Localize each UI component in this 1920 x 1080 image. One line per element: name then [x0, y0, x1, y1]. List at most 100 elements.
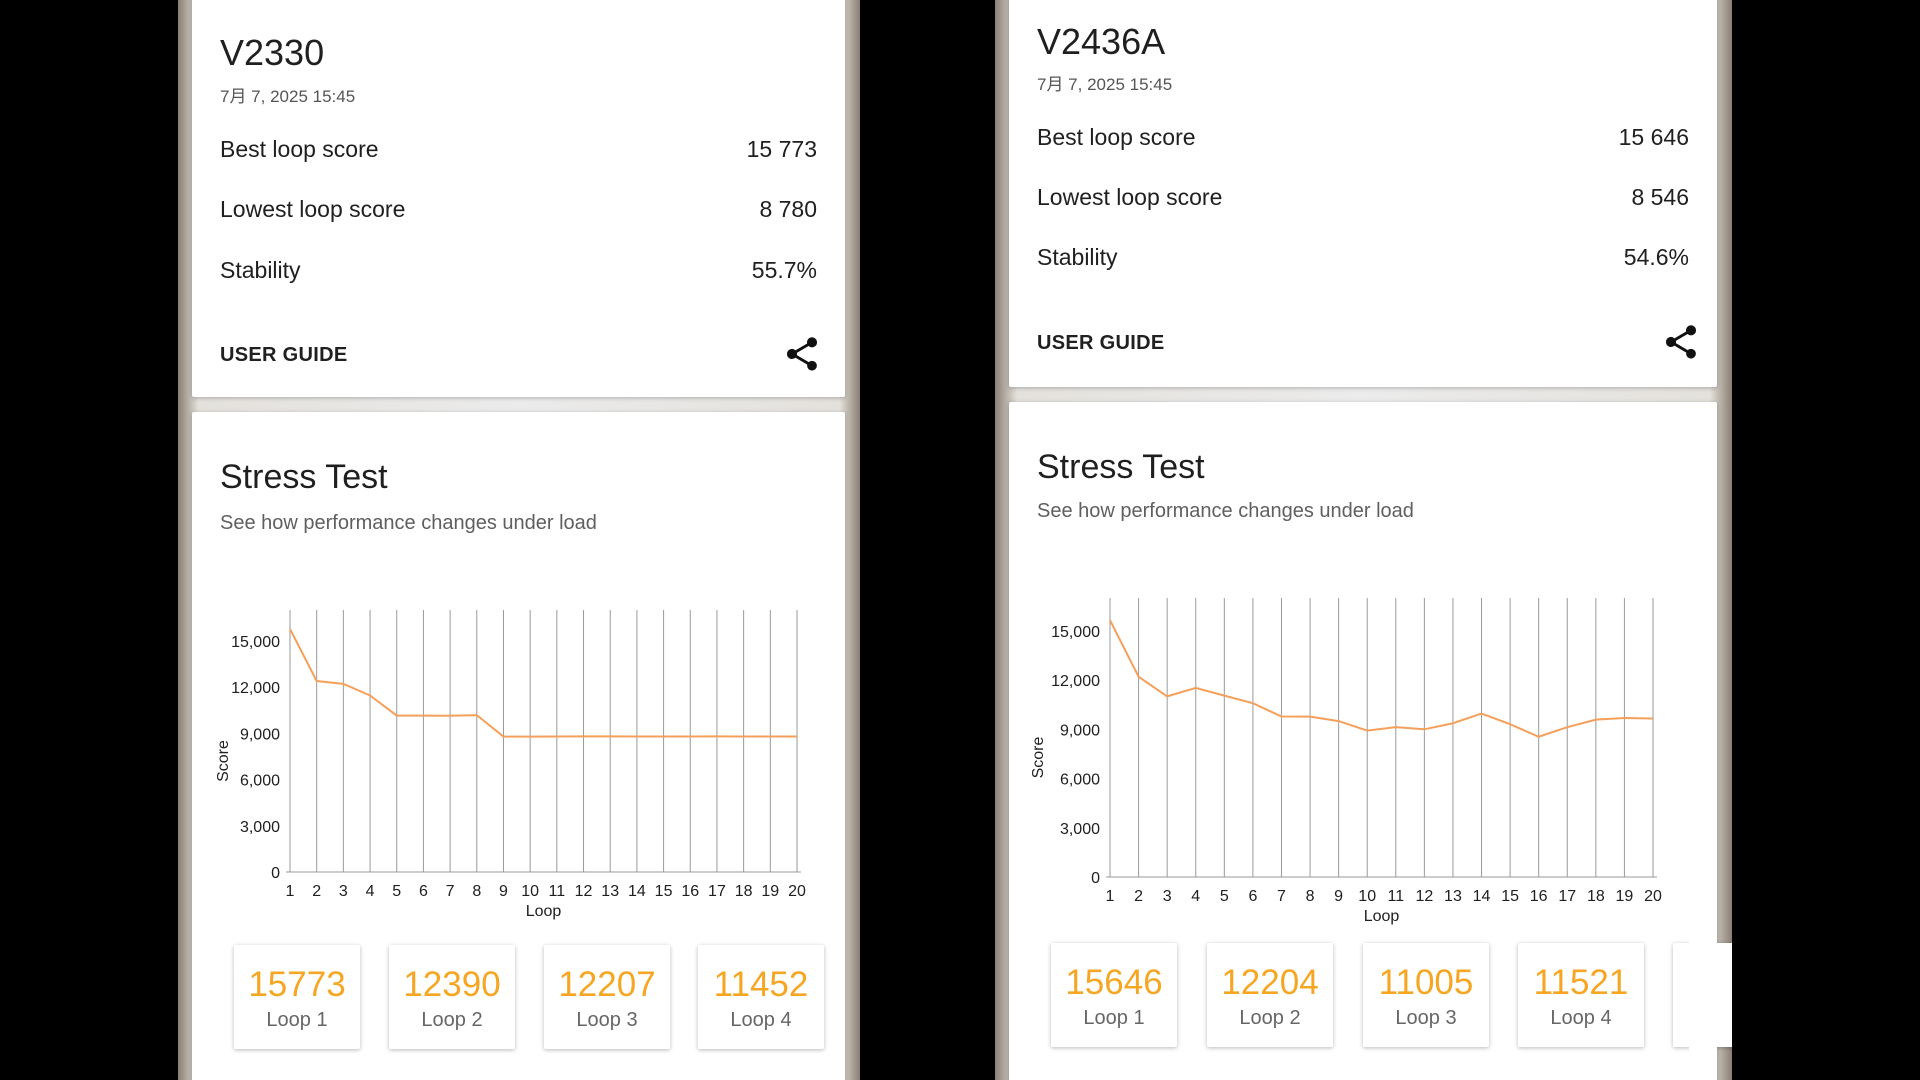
y-tick-label: 0	[1091, 870, 1100, 887]
x-tick-label: 9	[1334, 888, 1343, 905]
right-loop-card-4[interactable]: 11521 Loop 4	[1518, 943, 1644, 1047]
right-stability-label: Stability	[1037, 244, 1118, 270]
x-tick-label: 7	[1277, 888, 1286, 905]
x-tick-label: 10	[1358, 888, 1376, 905]
left-stress-chart-svg: 0 3,000 6,000 9,000 12,000 15,000 1 2 3 4 5 6 7 8 9 10 1…	[215, 610, 806, 920]
x-tick-label: 19	[1616, 888, 1634, 905]
left-summary-card: V2330 7月 7, 2025 15:45 Best loop score 1…	[192, 0, 845, 397]
y-tick-label: 3,000	[240, 819, 280, 836]
right-loop-card-3[interactable]: 11005 Loop 3	[1363, 943, 1489, 1047]
y-tick-label: 9,000	[1060, 722, 1100, 739]
x-tick-label: 17	[1558, 888, 1576, 905]
left-stress-test-subtitle: See how performance changes under load	[220, 512, 597, 534]
right-lowest-loop-label: Lowest loop score	[1037, 184, 1223, 210]
left-best-loop-value: 15 773	[746, 136, 817, 162]
x-tick-label: 14	[1473, 888, 1491, 905]
loop-score: 12207	[558, 965, 656, 1004]
left-test-date: 7月 7, 2025 15:45	[220, 87, 356, 106]
loop-label: Loop 4	[730, 1009, 792, 1031]
x-tick-label: 11	[1387, 888, 1404, 905]
series-line	[289, 628, 797, 738]
x-axis-title: Loop	[526, 903, 562, 920]
right-stability-value: 54.6%	[1623, 244, 1689, 270]
left-loop-scroll-edge	[831, 932, 845, 1072]
right-summary-card: V2436A 7月 7, 2025 15:45 Best loop score …	[1009, 0, 1717, 387]
x-tick-label: 10	[521, 883, 539, 900]
x-tick-label: 7	[446, 883, 455, 900]
right-loop-scroll-edge	[1689, 927, 1717, 1067]
right-lowest-loop-value: 8 546	[1631, 184, 1689, 210]
x-tick-label: 4	[1191, 888, 1200, 905]
x-tick-label: 15	[1501, 888, 1519, 905]
x-tick-label: 5	[1220, 888, 1229, 905]
loop-score: 12390	[403, 965, 501, 1004]
loop-score: 12204	[1221, 963, 1319, 1002]
right-result-panel: V2436A 7月 7, 2025 15:45 Best loop score …	[995, 0, 1732, 1080]
loop-score: 11521	[1533, 963, 1629, 1002]
x-tick-label: 6	[419, 883, 428, 900]
right-stress-test-card: Stress Test See how performance changes …	[1009, 402, 1732, 1080]
y-tick-label: 6,000	[1060, 772, 1100, 789]
right-stress-chart: 0 3,000 6,000 9,000 12,000 15,000 1 2 3 4 5 6 7 8 9 10 1…	[1009, 592, 1717, 932]
y-axis-title: Score	[215, 740, 232, 782]
x-tick-label: 19	[761, 883, 779, 900]
left-stress-test-title: Stress Test	[220, 458, 388, 496]
x-tick-label: 6	[1248, 888, 1257, 905]
loop-score: 11005	[1378, 963, 1474, 1002]
right-user-guide-link[interactable]: USER GUIDE	[1037, 332, 1165, 354]
x-tick-label: 3	[339, 883, 348, 900]
left-user-guide-link[interactable]: USER GUIDE	[220, 344, 348, 366]
loop-label: Loop 2	[1239, 1007, 1301, 1029]
right-test-date: 7月 7, 2025 15:45	[1037, 75, 1173, 94]
share-icon[interactable]	[1661, 322, 1701, 362]
x-tick-label: 2	[312, 883, 321, 900]
left-result-panel: V2330 7月 7, 2025 15:45 Best loop score 1…	[178, 0, 860, 1080]
x-tick-label: 5	[392, 883, 401, 900]
loop-score: 15773	[248, 965, 346, 1004]
x-tick-label: 15	[655, 883, 673, 900]
left-loop-card-1[interactable]: 15773 Loop 1	[234, 945, 360, 1049]
right-device-name: V2436A	[1037, 21, 1166, 62]
y-tick-label: 0	[271, 865, 280, 882]
left-stress-test-card: Stress Test See how performance changes …	[192, 412, 845, 1080]
x-tick-label: 3	[1163, 888, 1172, 905]
left-loop-card-3[interactable]: 12207 Loop 3	[544, 945, 670, 1049]
x-axis-title: Loop	[1364, 908, 1400, 925]
loop-label: Loop 4	[1550, 1007, 1612, 1029]
loop-label: Loop 3	[576, 1009, 638, 1031]
right-best-loop-value: 15 646	[1618, 124, 1689, 150]
x-tick-label: 1	[286, 883, 295, 900]
loop-label: Loop 1	[266, 1009, 328, 1031]
left-stress-chart: 0 3,000 6,000 9,000 12,000 15,000 1 2 3 4 5 6 7 8 9 10 1…	[192, 602, 845, 942]
y-tick-label: 6,000	[240, 773, 280, 790]
left-best-loop-label: Best loop score	[220, 136, 379, 162]
loop-score: 15646	[1065, 963, 1163, 1002]
x-tick-label: 11	[549, 883, 566, 900]
share-icon[interactable]	[782, 334, 822, 374]
share-icon-graphic	[1666, 325, 1697, 359]
right-best-loop-label: Best loop score	[1037, 124, 1196, 150]
left-stability-value: 55.7%	[751, 257, 817, 283]
right-loop-card-1[interactable]: 15646 Loop 1	[1051, 943, 1177, 1047]
x-tick-label: 16	[1530, 888, 1548, 905]
x-tick-label: 20	[1644, 888, 1662, 905]
x-tick-label: 18	[735, 883, 753, 900]
y-tick-label: 12,000	[231, 680, 280, 697]
x-tick-label: 1	[1106, 888, 1115, 905]
left-device-name: V2330	[220, 32, 325, 73]
left-lowest-loop-label: Lowest loop score	[220, 196, 406, 222]
x-tick-label: 12	[575, 883, 593, 900]
right-loop-card-2[interactable]: 12204 Loop 2	[1207, 943, 1333, 1047]
x-tick-label: 20	[788, 883, 806, 900]
loop-score: 11452	[713, 965, 809, 1004]
y-axis-title: Score	[1030, 737, 1047, 779]
x-tick-label: 9	[499, 883, 508, 900]
left-loop-card-2[interactable]: 12390 Loop 2	[389, 945, 515, 1049]
series-line	[1109, 619, 1654, 738]
loop-label: Loop 1	[1083, 1007, 1145, 1029]
left-stability-label: Stability	[220, 257, 301, 283]
left-loop-card-4[interactable]: 11452 Loop 4	[698, 945, 824, 1049]
x-tick-label: 13	[1444, 888, 1462, 905]
x-tick-label: 8	[472, 883, 481, 900]
